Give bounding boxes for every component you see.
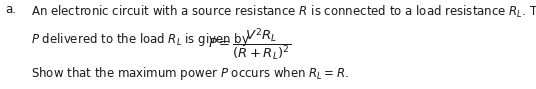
Text: An electronic circuit with a source resistance $R$ is connected to a load resist: An electronic circuit with a source resi… [31,3,536,20]
Text: Show that the maximum power $P$ occurs when $R_L = R$.: Show that the maximum power $P$ occurs w… [31,65,349,82]
Text: $P$ delivered to the load $R_L$ is given by: $P$ delivered to the load $R_L$ is given… [31,31,250,48]
Text: $P = \dfrac{V^2R_L}{(R+R_L)^2}$: $P = \dfrac{V^2R_L}{(R+R_L)^2}$ [207,26,291,63]
Text: a.: a. [5,3,17,16]
